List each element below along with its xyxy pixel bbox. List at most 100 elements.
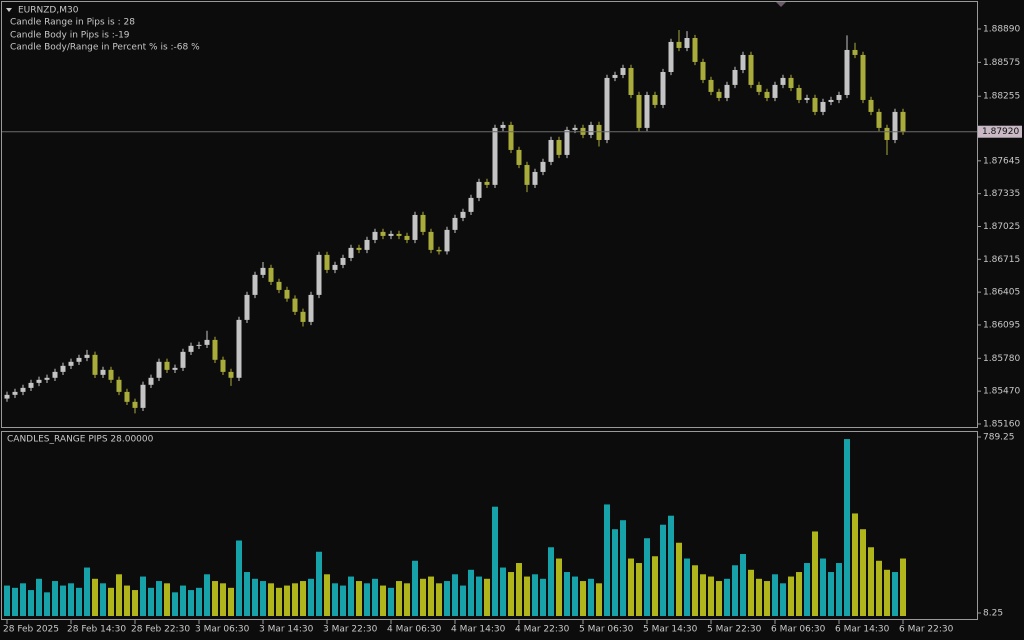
candle-body xyxy=(860,54,866,100)
candle-body xyxy=(396,233,402,236)
range-bar xyxy=(596,583,602,616)
shift-marker xyxy=(776,2,786,7)
candle-body xyxy=(628,67,634,95)
x-tick-label: 5 Mar 14:30 xyxy=(643,625,698,635)
range-bar xyxy=(140,576,146,616)
candle-body xyxy=(180,351,186,368)
candle-body xyxy=(284,289,290,299)
range-bar xyxy=(804,563,810,616)
candle-body xyxy=(892,111,898,140)
y-tick-label: 1.87025 xyxy=(983,222,1020,232)
indicator-title: CANDLES_RANGE PIPS 28.00000 xyxy=(7,435,154,445)
range-bar xyxy=(796,572,802,616)
range-bar xyxy=(36,578,42,616)
x-tick-label: 28 Feb 22:30 xyxy=(131,625,190,635)
range-bar xyxy=(20,583,26,616)
candle-body xyxy=(572,127,578,130)
candle-body xyxy=(748,54,754,85)
range-bar xyxy=(780,583,786,616)
range-bar xyxy=(788,576,794,616)
candle-body xyxy=(404,235,410,240)
candle-body xyxy=(308,294,314,322)
candle-body xyxy=(12,391,18,395)
range-bar xyxy=(172,592,178,616)
y-tick-label: 1.86405 xyxy=(983,288,1020,298)
range-bar xyxy=(28,590,34,616)
main-panel-border xyxy=(1,1,978,428)
candle-body xyxy=(708,79,714,92)
x-tick-label: 28 Feb 2025 xyxy=(3,625,59,635)
range-bar xyxy=(308,578,314,616)
range-bar xyxy=(884,569,890,616)
range-bar xyxy=(532,574,538,616)
range-bar xyxy=(876,560,882,616)
range-bar xyxy=(76,587,82,616)
range-bar xyxy=(188,590,194,616)
candle-body xyxy=(356,247,362,250)
candle-body xyxy=(164,361,170,370)
x-tick-label: 6 Mar 14:30 xyxy=(835,625,890,635)
candle-body xyxy=(412,214,418,240)
dropdown-icon[interactable] xyxy=(6,8,12,12)
candle-body xyxy=(52,371,58,378)
range-bar xyxy=(84,567,90,616)
range-bar xyxy=(628,558,634,616)
x-tick-label: 5 Mar 06:30 xyxy=(579,625,634,635)
candle-body xyxy=(452,217,458,230)
range-bar xyxy=(260,581,266,616)
range-bar xyxy=(164,583,170,616)
range-bar xyxy=(364,583,370,616)
candle-body xyxy=(324,254,330,270)
candle-body xyxy=(36,379,42,383)
range-bar xyxy=(292,583,298,616)
range-bar xyxy=(332,583,338,616)
candle-body xyxy=(612,74,618,78)
range-bar xyxy=(692,565,698,616)
candle-body xyxy=(780,77,786,85)
candle-body xyxy=(724,84,730,98)
candle-body xyxy=(812,97,818,112)
range-bar xyxy=(372,578,378,616)
candle-body xyxy=(540,161,546,172)
range-bar xyxy=(452,574,458,616)
range-bar xyxy=(740,554,746,616)
candle-body xyxy=(364,239,370,250)
candle-body xyxy=(348,247,354,258)
candle-body xyxy=(532,171,538,185)
candle-body xyxy=(660,71,666,105)
x-tick-label: 4 Mar 06:30 xyxy=(387,625,442,635)
candle-body xyxy=(716,91,722,98)
range-bar xyxy=(444,581,450,616)
range-bar xyxy=(588,578,594,616)
candle-body xyxy=(332,264,338,270)
candle-body xyxy=(380,231,386,236)
range-bar xyxy=(60,585,66,616)
current-price-label: 1.87920 xyxy=(982,127,1019,137)
range-bar xyxy=(684,558,690,616)
indicator-panel-border xyxy=(1,431,978,620)
candle-body xyxy=(132,401,138,408)
candle-body xyxy=(468,197,474,212)
candle-body xyxy=(260,267,266,275)
range-bar xyxy=(572,576,578,616)
candle-body xyxy=(868,99,874,112)
candle-body xyxy=(588,124,594,135)
candle-body xyxy=(732,69,738,85)
range-bar xyxy=(716,581,722,616)
candle-body xyxy=(212,339,218,360)
range-bar xyxy=(892,572,898,616)
candle-body xyxy=(140,384,146,408)
range-bar xyxy=(436,583,442,616)
candle-body xyxy=(268,267,274,282)
range-bar xyxy=(580,581,586,616)
candle-body xyxy=(900,111,906,132)
candle-body xyxy=(476,181,482,198)
range-bar xyxy=(68,583,74,616)
candle-body xyxy=(252,274,258,295)
candle-body xyxy=(156,361,162,378)
candle-body xyxy=(484,181,490,185)
symbol-title: EURNZD,M30 xyxy=(18,6,79,16)
candle-body xyxy=(492,127,498,185)
x-tick-label: 3 Mar 06:30 xyxy=(195,625,250,635)
